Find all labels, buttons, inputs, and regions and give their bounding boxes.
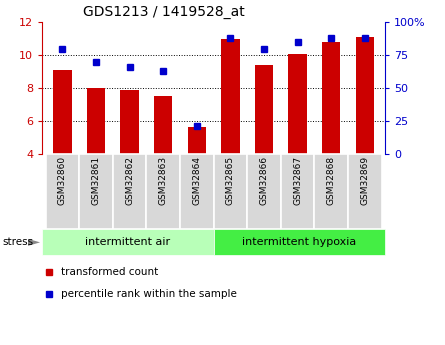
Bar (187, 127, 206, 154)
Bar (53, 70, 72, 154)
Bar (46, 154, 79, 229)
Text: GDS1213 / 1419528_at: GDS1213 / 1419528_at (83, 4, 245, 19)
Text: percentile rank within the sample: percentile rank within the sample (61, 289, 237, 299)
Text: intermittent air: intermittent air (85, 237, 170, 247)
Bar (121, 90, 139, 154)
Bar (180, 154, 214, 229)
Bar (348, 154, 381, 229)
Text: GSM32862: GSM32862 (125, 156, 134, 205)
Bar (146, 154, 180, 229)
Bar (288, 53, 307, 154)
Text: stress: stress (2, 237, 33, 247)
Bar (356, 37, 374, 154)
Text: GSM32860: GSM32860 (58, 156, 67, 205)
Bar (154, 96, 173, 154)
Text: GSM32868: GSM32868 (327, 156, 336, 205)
Bar (87, 88, 105, 154)
Text: GSM32866: GSM32866 (259, 156, 268, 205)
Bar (322, 42, 340, 154)
Bar (255, 65, 273, 154)
Text: GSM32861: GSM32861 (92, 156, 101, 205)
Bar (42, 229, 214, 255)
Bar (247, 154, 281, 229)
Text: GSM32869: GSM32869 (360, 156, 369, 205)
Text: GSM32867: GSM32867 (293, 156, 302, 205)
Bar (314, 154, 348, 229)
Bar (79, 154, 113, 229)
Text: intermittent hypoxia: intermittent hypoxia (242, 237, 356, 247)
Bar (221, 39, 240, 154)
Text: transformed count: transformed count (61, 267, 158, 276)
Bar (281, 154, 314, 229)
Bar (214, 154, 247, 229)
Bar (113, 154, 146, 229)
Text: GSM32863: GSM32863 (159, 156, 168, 205)
Bar (214, 229, 385, 255)
Polygon shape (28, 239, 40, 246)
Text: GSM32865: GSM32865 (226, 156, 235, 205)
Text: GSM32864: GSM32864 (192, 156, 201, 205)
